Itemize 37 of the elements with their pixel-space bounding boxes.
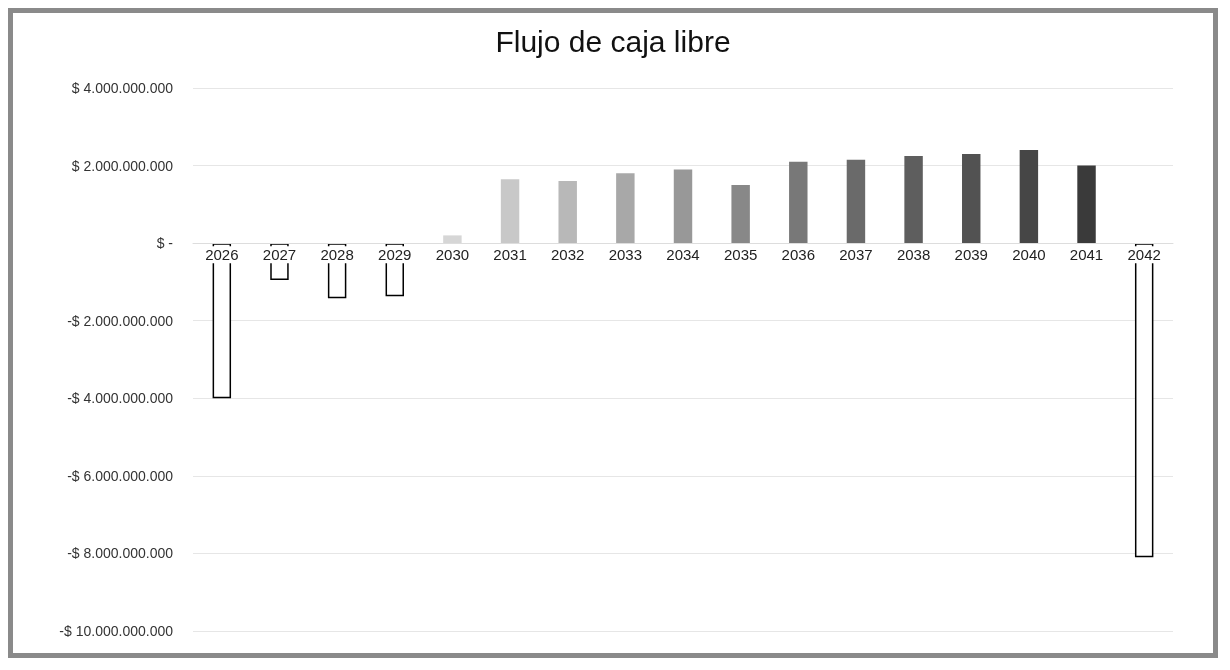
chart-title: Flujo de caja libre xyxy=(495,24,731,58)
x-tick-label: 2037 xyxy=(839,246,873,264)
bar xyxy=(846,159,866,244)
x-tick-label: 2035 xyxy=(723,246,758,264)
x-tick-label: 2032 xyxy=(551,246,585,264)
x-tick-label: 2039 xyxy=(954,246,988,264)
bar xyxy=(500,179,520,244)
x-tick-label: 2040 xyxy=(1012,246,1046,264)
bar xyxy=(904,155,923,244)
x-tick-label: 2029 xyxy=(378,246,412,264)
y-tick-label: $ 2.000.000.000 xyxy=(71,157,174,174)
y-tick-label: -$ 4.000.000.000 xyxy=(67,390,174,407)
x-tick-label: 2031 xyxy=(493,246,527,264)
y-tick-label: -$ 2.000.000.000 xyxy=(67,312,174,329)
x-tick-label: 2036 xyxy=(781,246,815,264)
bar xyxy=(962,153,981,244)
x-tick-label: 2027 xyxy=(262,246,297,264)
bar xyxy=(1019,150,1039,244)
x-tick-label: 2034 xyxy=(666,246,700,264)
bar xyxy=(1077,165,1096,244)
x-tick-label: 2042 xyxy=(1127,246,1161,264)
y-tick-label: -$ 10.000.000.000 xyxy=(59,623,174,639)
x-tick-label: 2038 xyxy=(896,246,931,264)
y-tick-label: -$ 6.000.000.000 xyxy=(67,467,174,484)
bar xyxy=(731,184,750,244)
y-tick-label: $ 4.000.000.000 xyxy=(71,80,174,96)
x-tick-label: 2028 xyxy=(320,246,354,264)
x-tick-label: 2041 xyxy=(1069,246,1104,264)
y-tick-label: $ - xyxy=(156,235,174,252)
bar xyxy=(558,181,577,244)
y-tick-label: -$ 8.000.000.000 xyxy=(67,545,174,562)
bar xyxy=(673,169,693,244)
x-tick-label: 2033 xyxy=(608,246,643,264)
x-tick-label: 2030 xyxy=(435,246,470,264)
bar xyxy=(789,161,808,244)
x-tick-label: 2026 xyxy=(205,246,239,264)
bar xyxy=(616,173,635,244)
